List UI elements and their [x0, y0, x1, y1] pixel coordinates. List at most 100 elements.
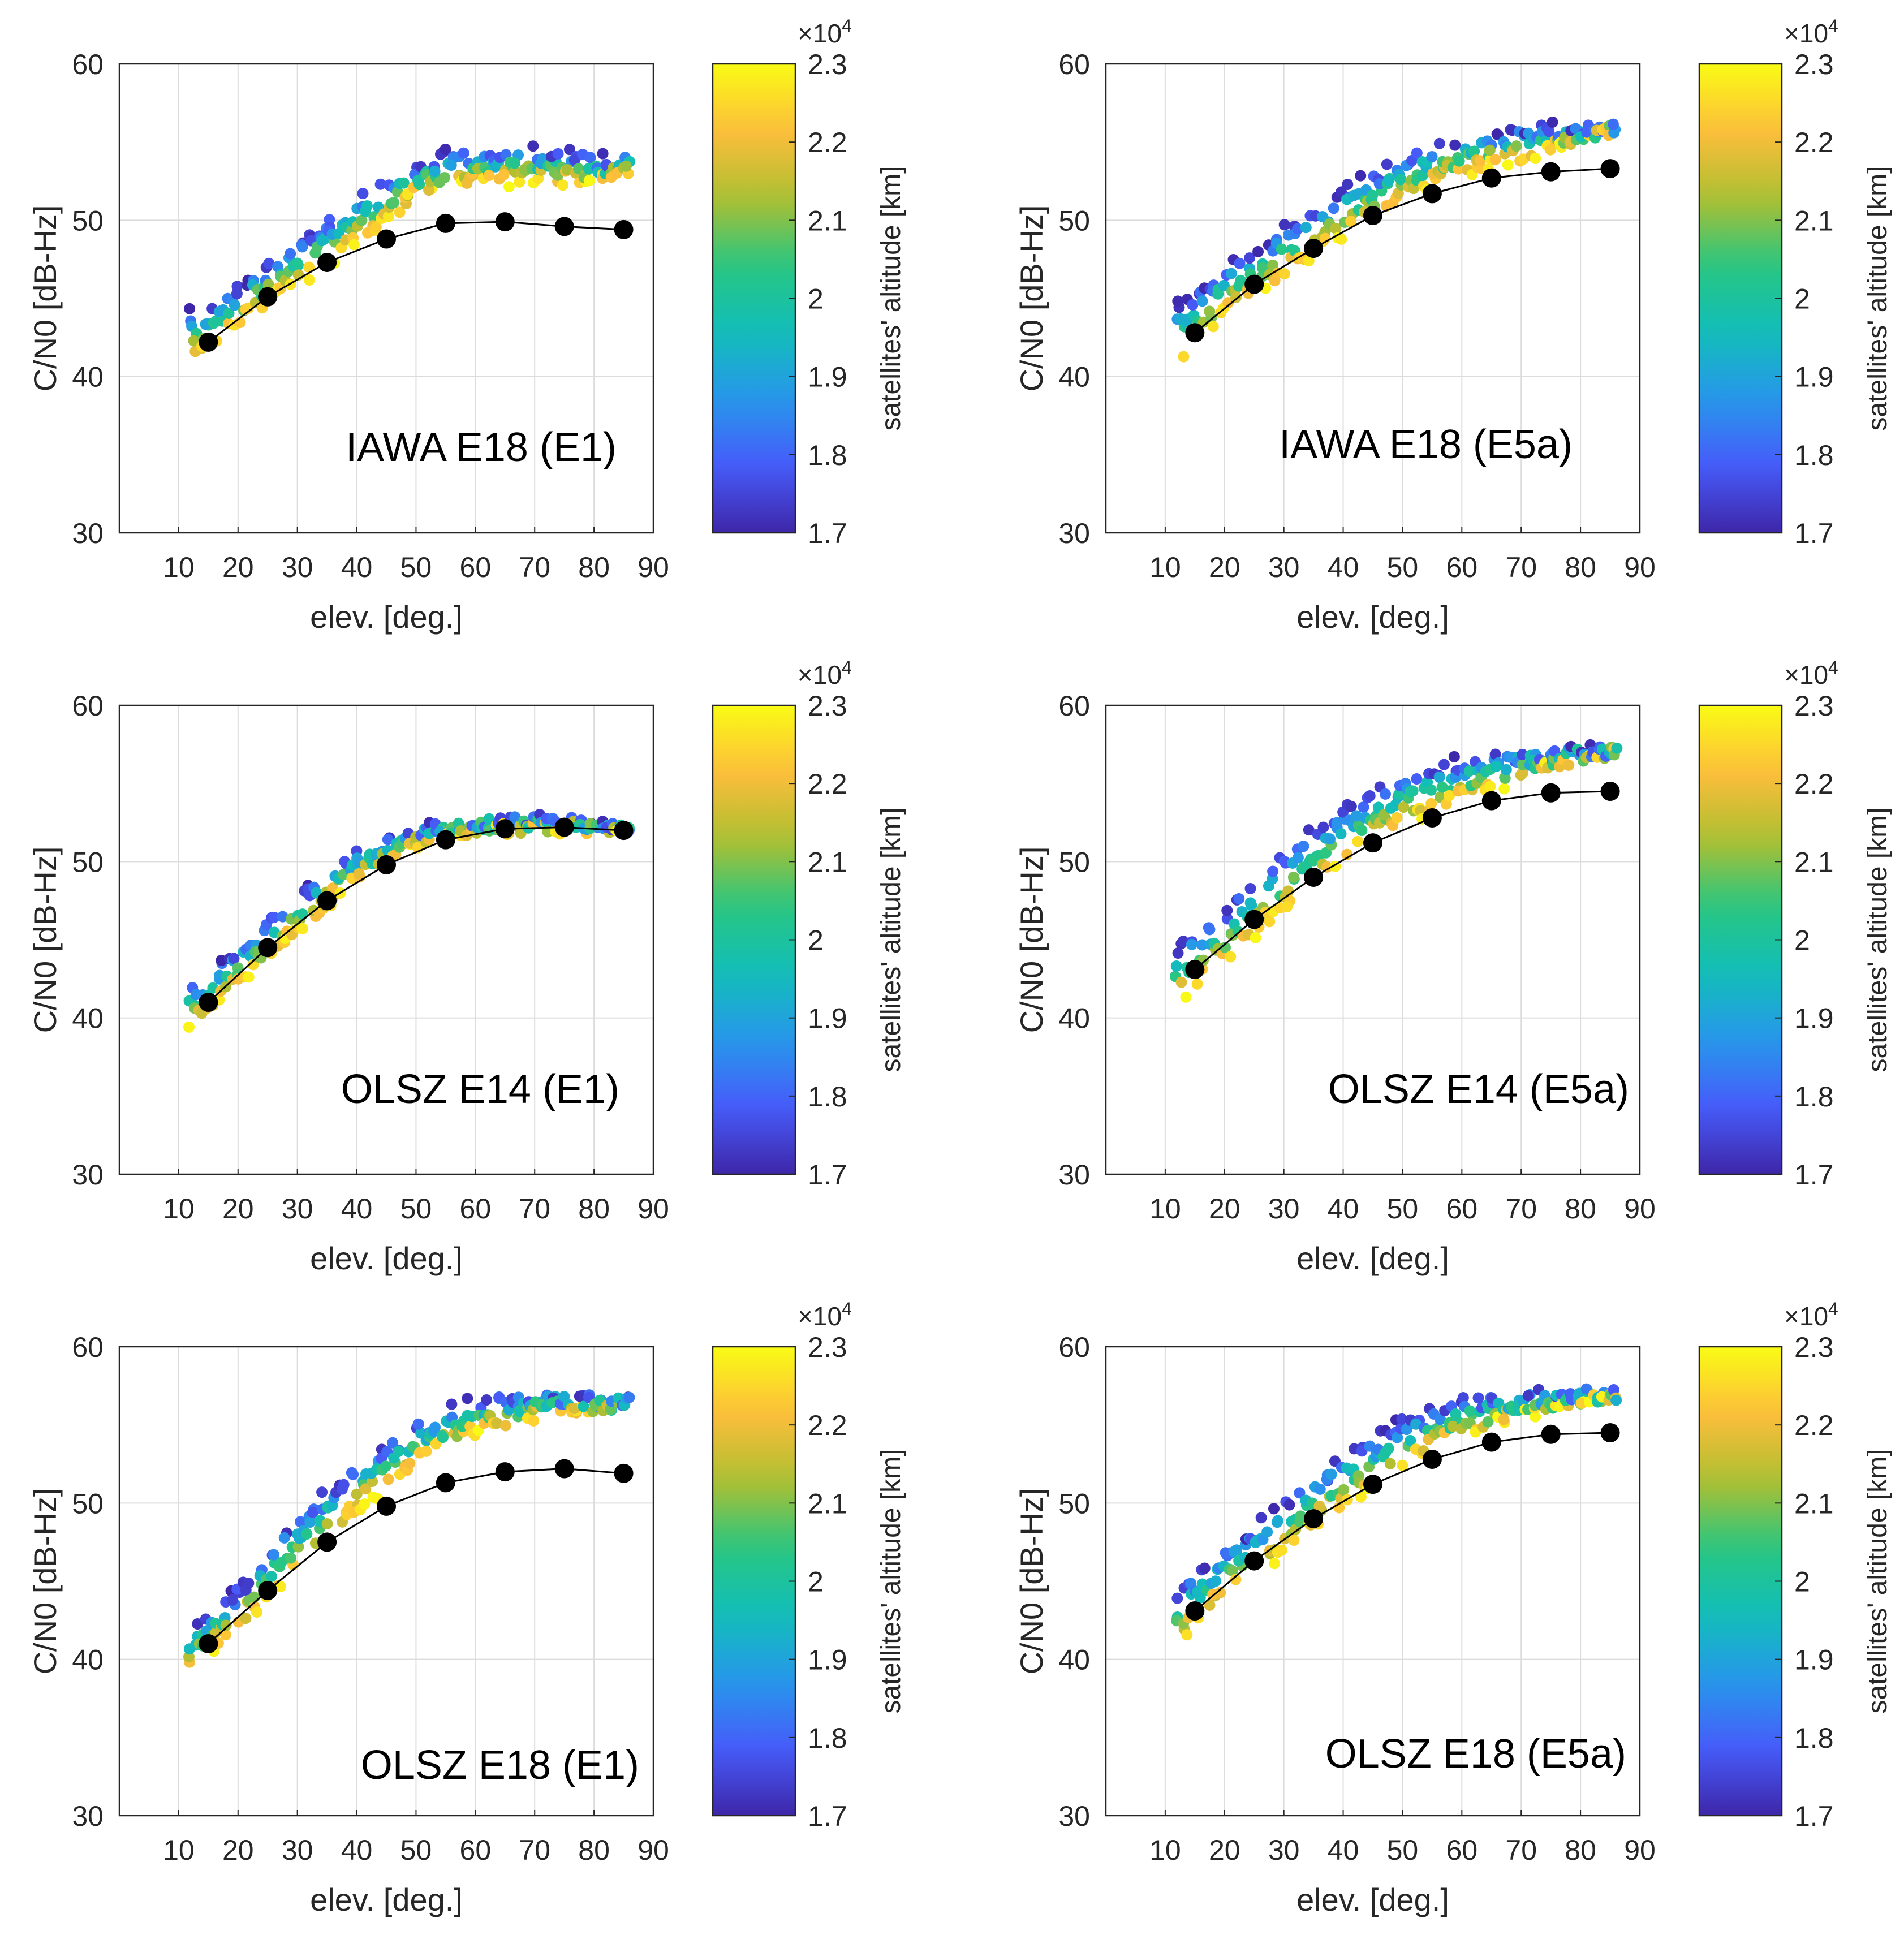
scatter-point: [1397, 1459, 1408, 1471]
scatter-point: [1272, 1515, 1283, 1527]
scatter-point: [1608, 127, 1620, 139]
scatter-point: [1384, 1458, 1396, 1469]
colorbar-multiplier-base: ×10: [1784, 1302, 1828, 1331]
panel-title: OLSZ E18 (E5a): [1325, 1731, 1626, 1777]
colorbar-tick-label: 2.3: [808, 49, 847, 80]
axes-box: [118, 1346, 654, 1817]
x-tick-label: 50: [1387, 1834, 1419, 1866]
scatter-point: [1356, 824, 1368, 836]
y-tick-label: 50: [72, 205, 104, 236]
scatter-point: [429, 1421, 441, 1433]
x-axis-label: elev. [deg.]: [1296, 1240, 1449, 1276]
y-tick-label: 60: [72, 1331, 104, 1363]
colorbar-tick-label: 2: [808, 1566, 824, 1598]
mean-point: [1481, 791, 1501, 811]
scatter-point: [584, 152, 596, 163]
scatter-point: [1342, 178, 1354, 190]
colorbar-tick-label: 2.3: [1794, 1331, 1834, 1363]
scatter-point: [1210, 1575, 1222, 1587]
plot-area: [119, 705, 653, 1174]
scatter-point: [347, 1468, 359, 1480]
scatter-point: [226, 1594, 238, 1606]
y-tick-label: 50: [1058, 205, 1090, 236]
scatter-point: [1276, 1544, 1287, 1556]
scatter-point: [1328, 202, 1339, 214]
scatter-point: [1278, 219, 1290, 231]
scatter-point: [1411, 147, 1423, 159]
scatter-point: [301, 1528, 313, 1540]
mean-point: [495, 1462, 515, 1482]
mean-curve-line: [1194, 790, 1610, 971]
scatter-point: [1212, 288, 1224, 300]
colorbar-tick-label: 1.8: [1794, 1722, 1834, 1754]
mean-point: [554, 217, 574, 236]
mean-point: [199, 993, 218, 1012]
x-axis-label: elev. [deg.]: [1296, 599, 1449, 635]
scatter-point: [220, 1629, 232, 1641]
scatter-point: [1225, 951, 1237, 963]
scatter-point: [228, 953, 240, 964]
x-tick-label: 60: [460, 1193, 492, 1225]
colorbar-multiplier-base: ×10: [798, 19, 842, 48]
scatter-point: [1381, 158, 1393, 170]
scatter-point: [1367, 189, 1379, 201]
scatter-point: [1543, 126, 1555, 137]
scatter-point: [1411, 773, 1423, 785]
scatter-point: [1244, 882, 1256, 894]
y-tick-label: 40: [1058, 1644, 1090, 1676]
scatter-point: [498, 169, 510, 180]
scatter-point: [1345, 216, 1357, 227]
mean-curve-line: [208, 826, 624, 1003]
colorbar-tick-label: 2.2: [1794, 127, 1834, 158]
colorbar-tick-label: 2: [808, 283, 824, 315]
x-tick-label: 80: [1565, 551, 1596, 583]
plot-area: [119, 1347, 653, 1816]
scatter-point: [1517, 767, 1528, 779]
colorbar-label: satellites' altitude [km]: [1863, 807, 1893, 1072]
colorbar-tick-label: 1.8: [808, 1081, 847, 1113]
scatter-point: [231, 281, 243, 292]
scatter-point: [348, 239, 360, 251]
scatter-point: [1341, 848, 1353, 860]
scatter-point: [1482, 1416, 1494, 1428]
scatter-point: [1611, 742, 1623, 754]
y-tick-label: 50: [1058, 846, 1090, 878]
colorbar-multiplier-exponent: 4: [1828, 16, 1838, 36]
scatter-point: [620, 160, 632, 172]
x-tick-label: 60: [1446, 1834, 1478, 1866]
scatter-point: [394, 206, 406, 218]
scatter-point: [1484, 781, 1496, 792]
mean-point: [1185, 323, 1205, 343]
scatter-point: [304, 1516, 316, 1528]
scatter-point: [294, 1516, 306, 1528]
chart-panel-4: 10 20 30 40 50 60 70 80 90 30 40 50 60 OLSZ E14 (E5a)…: [1014, 657, 1893, 1276]
scatter-point: [316, 235, 328, 247]
chart-panel-5: 10 20 30 40 50 60 70 80 90 30 40 50 60 OLSZ E18 (E1) e…: [27, 1299, 906, 1917]
x-tick-label: 10: [1149, 551, 1181, 583]
scatter-point: [353, 868, 365, 880]
scatter-point: [1398, 801, 1410, 813]
colorbar-multiplier: ×104: [798, 1299, 852, 1331]
scatter-point: [359, 205, 371, 217]
scatter-point: [1498, 783, 1510, 795]
mean-curve-line: [1194, 167, 1610, 334]
colorbar-tick-label: 1.7: [808, 1159, 847, 1191]
scatter-point: [1425, 798, 1437, 809]
scatter-point: [1228, 1546, 1240, 1558]
mean-point: [1363, 206, 1382, 226]
scatter-point: [1186, 938, 1197, 950]
scatter-point: [1324, 833, 1336, 845]
scatter-point: [1443, 790, 1455, 801]
scatter-point: [240, 1613, 252, 1624]
scatter-point: [1170, 960, 1182, 972]
colorbar-tick-label: 1.9: [808, 1644, 847, 1676]
colorbar-tick-label: 2: [1794, 1566, 1810, 1598]
scatter-point: [1191, 978, 1203, 990]
scatter-point: [1300, 222, 1312, 234]
scatter-point: [1453, 155, 1465, 167]
scatter-point: [1433, 772, 1445, 783]
scatter-point: [483, 813, 495, 825]
scatter-point: [423, 184, 435, 196]
mean-point: [1600, 159, 1620, 179]
